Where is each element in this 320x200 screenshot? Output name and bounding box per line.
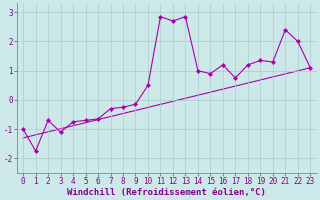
X-axis label: Windchill (Refroidissement éolien,°C): Windchill (Refroidissement éolien,°C) [67,188,266,197]
